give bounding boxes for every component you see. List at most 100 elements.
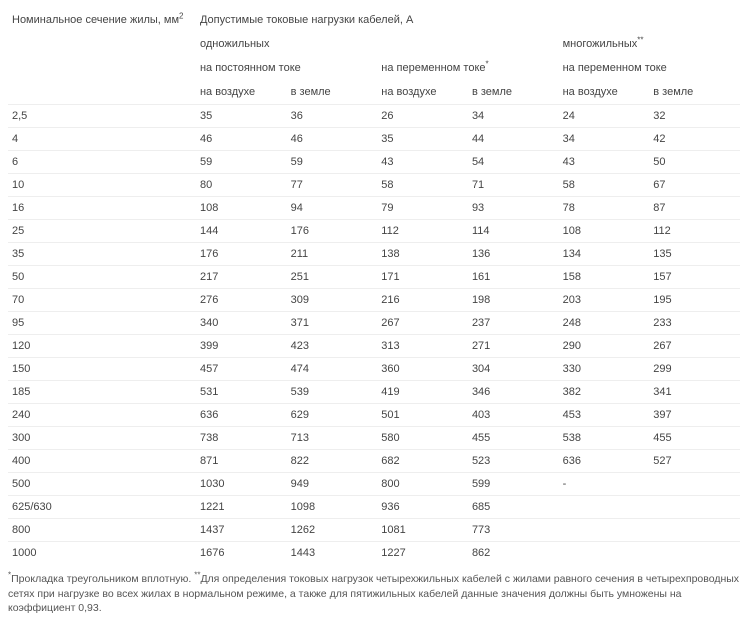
cell-value: 50 <box>649 151 740 174</box>
cell-value: 46 <box>196 128 287 151</box>
cell-value: 71 <box>468 174 559 197</box>
cell-value: 42 <box>649 128 740 151</box>
cell-value: 203 <box>559 289 650 312</box>
table-row: 2,5353626342432 <box>8 105 740 128</box>
table-row: 5001030949800599- <box>8 473 740 496</box>
cell-value: 539 <box>287 381 378 404</box>
cell-value: 527 <box>649 450 740 473</box>
cell-value: 34 <box>468 105 559 128</box>
cell-value: 79 <box>377 197 468 220</box>
header-sub-ac: на переменном токе* <box>377 56 558 80</box>
cell-value: 1081 <box>377 519 468 542</box>
cell-value: 382 <box>559 381 650 404</box>
cell-value: 251 <box>287 266 378 289</box>
cell-value: 43 <box>559 151 650 174</box>
header-env-ground-2: в земле <box>468 80 559 105</box>
cell-value: 26 <box>377 105 468 128</box>
cell-value: 423 <box>287 335 378 358</box>
cell-value: 822 <box>287 450 378 473</box>
header-sub-ac-label: на переменном токе <box>381 62 485 74</box>
cell-section: 625/630 <box>8 496 196 519</box>
cell-value: 35 <box>196 105 287 128</box>
cell-section: 35 <box>8 243 196 266</box>
cell-value: 67 <box>649 174 740 197</box>
cell-section: 150 <box>8 358 196 381</box>
cell-value: 1443 <box>287 542 378 565</box>
cell-value: 1262 <box>287 519 378 542</box>
cell-value: 54 <box>468 151 559 174</box>
cell-section: 95 <box>8 312 196 335</box>
cell-value: 330 <box>559 358 650 381</box>
cell-value: 304 <box>468 358 559 381</box>
cell-value: 713 <box>287 427 378 450</box>
cell-section: 6 <box>8 151 196 174</box>
header-env-air-2: на воздухе <box>377 80 468 105</box>
table-row: 240636629501403453397 <box>8 404 740 427</box>
cell-value: 455 <box>649 427 740 450</box>
cell-value: 457 <box>196 358 287 381</box>
cell-value: 453 <box>559 404 650 427</box>
cell-section: 16 <box>8 197 196 220</box>
cell-value: 112 <box>649 220 740 243</box>
cell-value: 1437 <box>196 519 287 542</box>
header-group-multi-sup: ** <box>637 35 643 44</box>
table-row: 400871822682523636527 <box>8 450 740 473</box>
cell-section: 70 <box>8 289 196 312</box>
cell-value: 195 <box>649 289 740 312</box>
table-row: 120399423313271290267 <box>8 335 740 358</box>
cell-value: 58 <box>559 174 650 197</box>
cell-value: 93 <box>468 197 559 220</box>
cell-value <box>649 496 740 519</box>
cell-value: 36 <box>287 105 378 128</box>
cell-value: 161 <box>468 266 559 289</box>
header-env-air-3: на воздухе <box>559 80 650 105</box>
header-section: Номинальное сечение жилы, мм2 <box>8 8 196 105</box>
cell-value: 24 <box>559 105 650 128</box>
cell-section: 50 <box>8 266 196 289</box>
cell-value <box>649 542 740 565</box>
cell-value: 636 <box>196 404 287 427</box>
cell-value: 46 <box>287 128 378 151</box>
cell-value: 135 <box>649 243 740 266</box>
cell-section: 2,5 <box>8 105 196 128</box>
current-load-table: Номинальное сечение жилы, мм2 Допустимые… <box>8 8 740 564</box>
table-row: 70276309216198203195 <box>8 289 740 312</box>
cell-value: 474 <box>287 358 378 381</box>
cell-value: 44 <box>468 128 559 151</box>
header-main: Допустимые токовые нагрузки кабелей, А <box>196 8 740 32</box>
cell-value: 403 <box>468 404 559 427</box>
header-env-ground-3: в земле <box>649 80 740 105</box>
header-sub-dc: на постоянном токе <box>196 56 377 80</box>
cell-value: 523 <box>468 450 559 473</box>
cell-section: 1000 <box>8 542 196 565</box>
table-row: 50217251171161158157 <box>8 266 740 289</box>
cell-value: 59 <box>196 151 287 174</box>
cell-value: 78 <box>559 197 650 220</box>
cell-value: 682 <box>377 450 468 473</box>
cell-section: 185 <box>8 381 196 404</box>
cell-value: 871 <box>196 450 287 473</box>
cell-value: 299 <box>649 358 740 381</box>
cell-value: 455 <box>468 427 559 450</box>
cell-section: 10 <box>8 174 196 197</box>
cell-value: 1030 <box>196 473 287 496</box>
cell-value <box>559 542 650 565</box>
cell-value: 862 <box>468 542 559 565</box>
table-row: 10807758715867 <box>8 174 740 197</box>
header-group-single: одножильных <box>196 32 559 56</box>
cell-value: 176 <box>196 243 287 266</box>
cell-section: 240 <box>8 404 196 427</box>
table-row: 35176211138136134135 <box>8 243 740 266</box>
header-group-multi: многожильных** <box>559 32 740 56</box>
cell-section: 500 <box>8 473 196 496</box>
cell-value <box>649 473 740 496</box>
table-row: 1000167614431227862 <box>8 542 740 565</box>
cell-value: 233 <box>649 312 740 335</box>
cell-value: 198 <box>468 289 559 312</box>
cell-value: 531 <box>196 381 287 404</box>
cell-value: 501 <box>377 404 468 427</box>
cell-value <box>559 519 650 542</box>
cell-value: 800 <box>377 473 468 496</box>
cell-value: 80 <box>196 174 287 197</box>
header-group-multi-label: многожильных <box>563 38 638 50</box>
